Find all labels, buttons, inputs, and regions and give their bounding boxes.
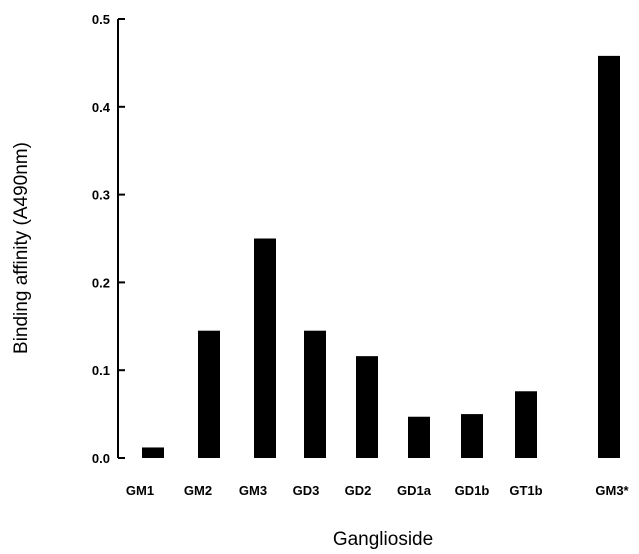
x-axis-tick-labels: GM1 GM2 GM3 GD3 GD2 GD1a GD1b GT1b GM3* <box>126 483 630 498</box>
bars <box>142 55 620 458</box>
bar-gm3 <box>598 55 620 458</box>
y-tick-label: 0.4 <box>92 100 111 115</box>
y-axis: 0.0 0.1 0.2 0.3 0.4 0.5 <box>92 12 125 466</box>
x-tick-label: GM3* <box>595 483 629 498</box>
x-tick-label: GM1 <box>126 483 154 498</box>
bar-gm1 <box>142 447 164 458</box>
bar-gd3 <box>304 330 326 458</box>
x-tick-label: GM2 <box>184 483 212 498</box>
y-tick-label: 0.2 <box>92 275 110 290</box>
y-tick-label: 0.1 <box>92 363 110 378</box>
y-tick-label: 0.0 <box>92 451 110 466</box>
y-tick-label: 0.3 <box>92 188 110 203</box>
x-axis-title: Ganglioside <box>333 529 433 550</box>
x-tick-label: GD1b <box>455 483 490 498</box>
y-axis-title: Binding affinity (A490nm) <box>11 142 32 354</box>
bar-gm2 <box>198 330 220 458</box>
x-tick-label: GT1b <box>509 483 542 498</box>
x-tick-label: GM3 <box>239 483 267 498</box>
x-tick-label: GD1a <box>397 483 432 498</box>
bar-gd1a <box>408 416 430 458</box>
x-tick-label: GD2 <box>345 483 372 498</box>
bar-gd2 <box>356 356 378 458</box>
x-tick-label: GD3 <box>293 483 320 498</box>
y-tick-label: 0.5 <box>92 12 110 27</box>
bar-gm3 <box>254 238 276 458</box>
bar-gt1b <box>515 391 537 458</box>
bar-gd1b <box>461 414 483 458</box>
